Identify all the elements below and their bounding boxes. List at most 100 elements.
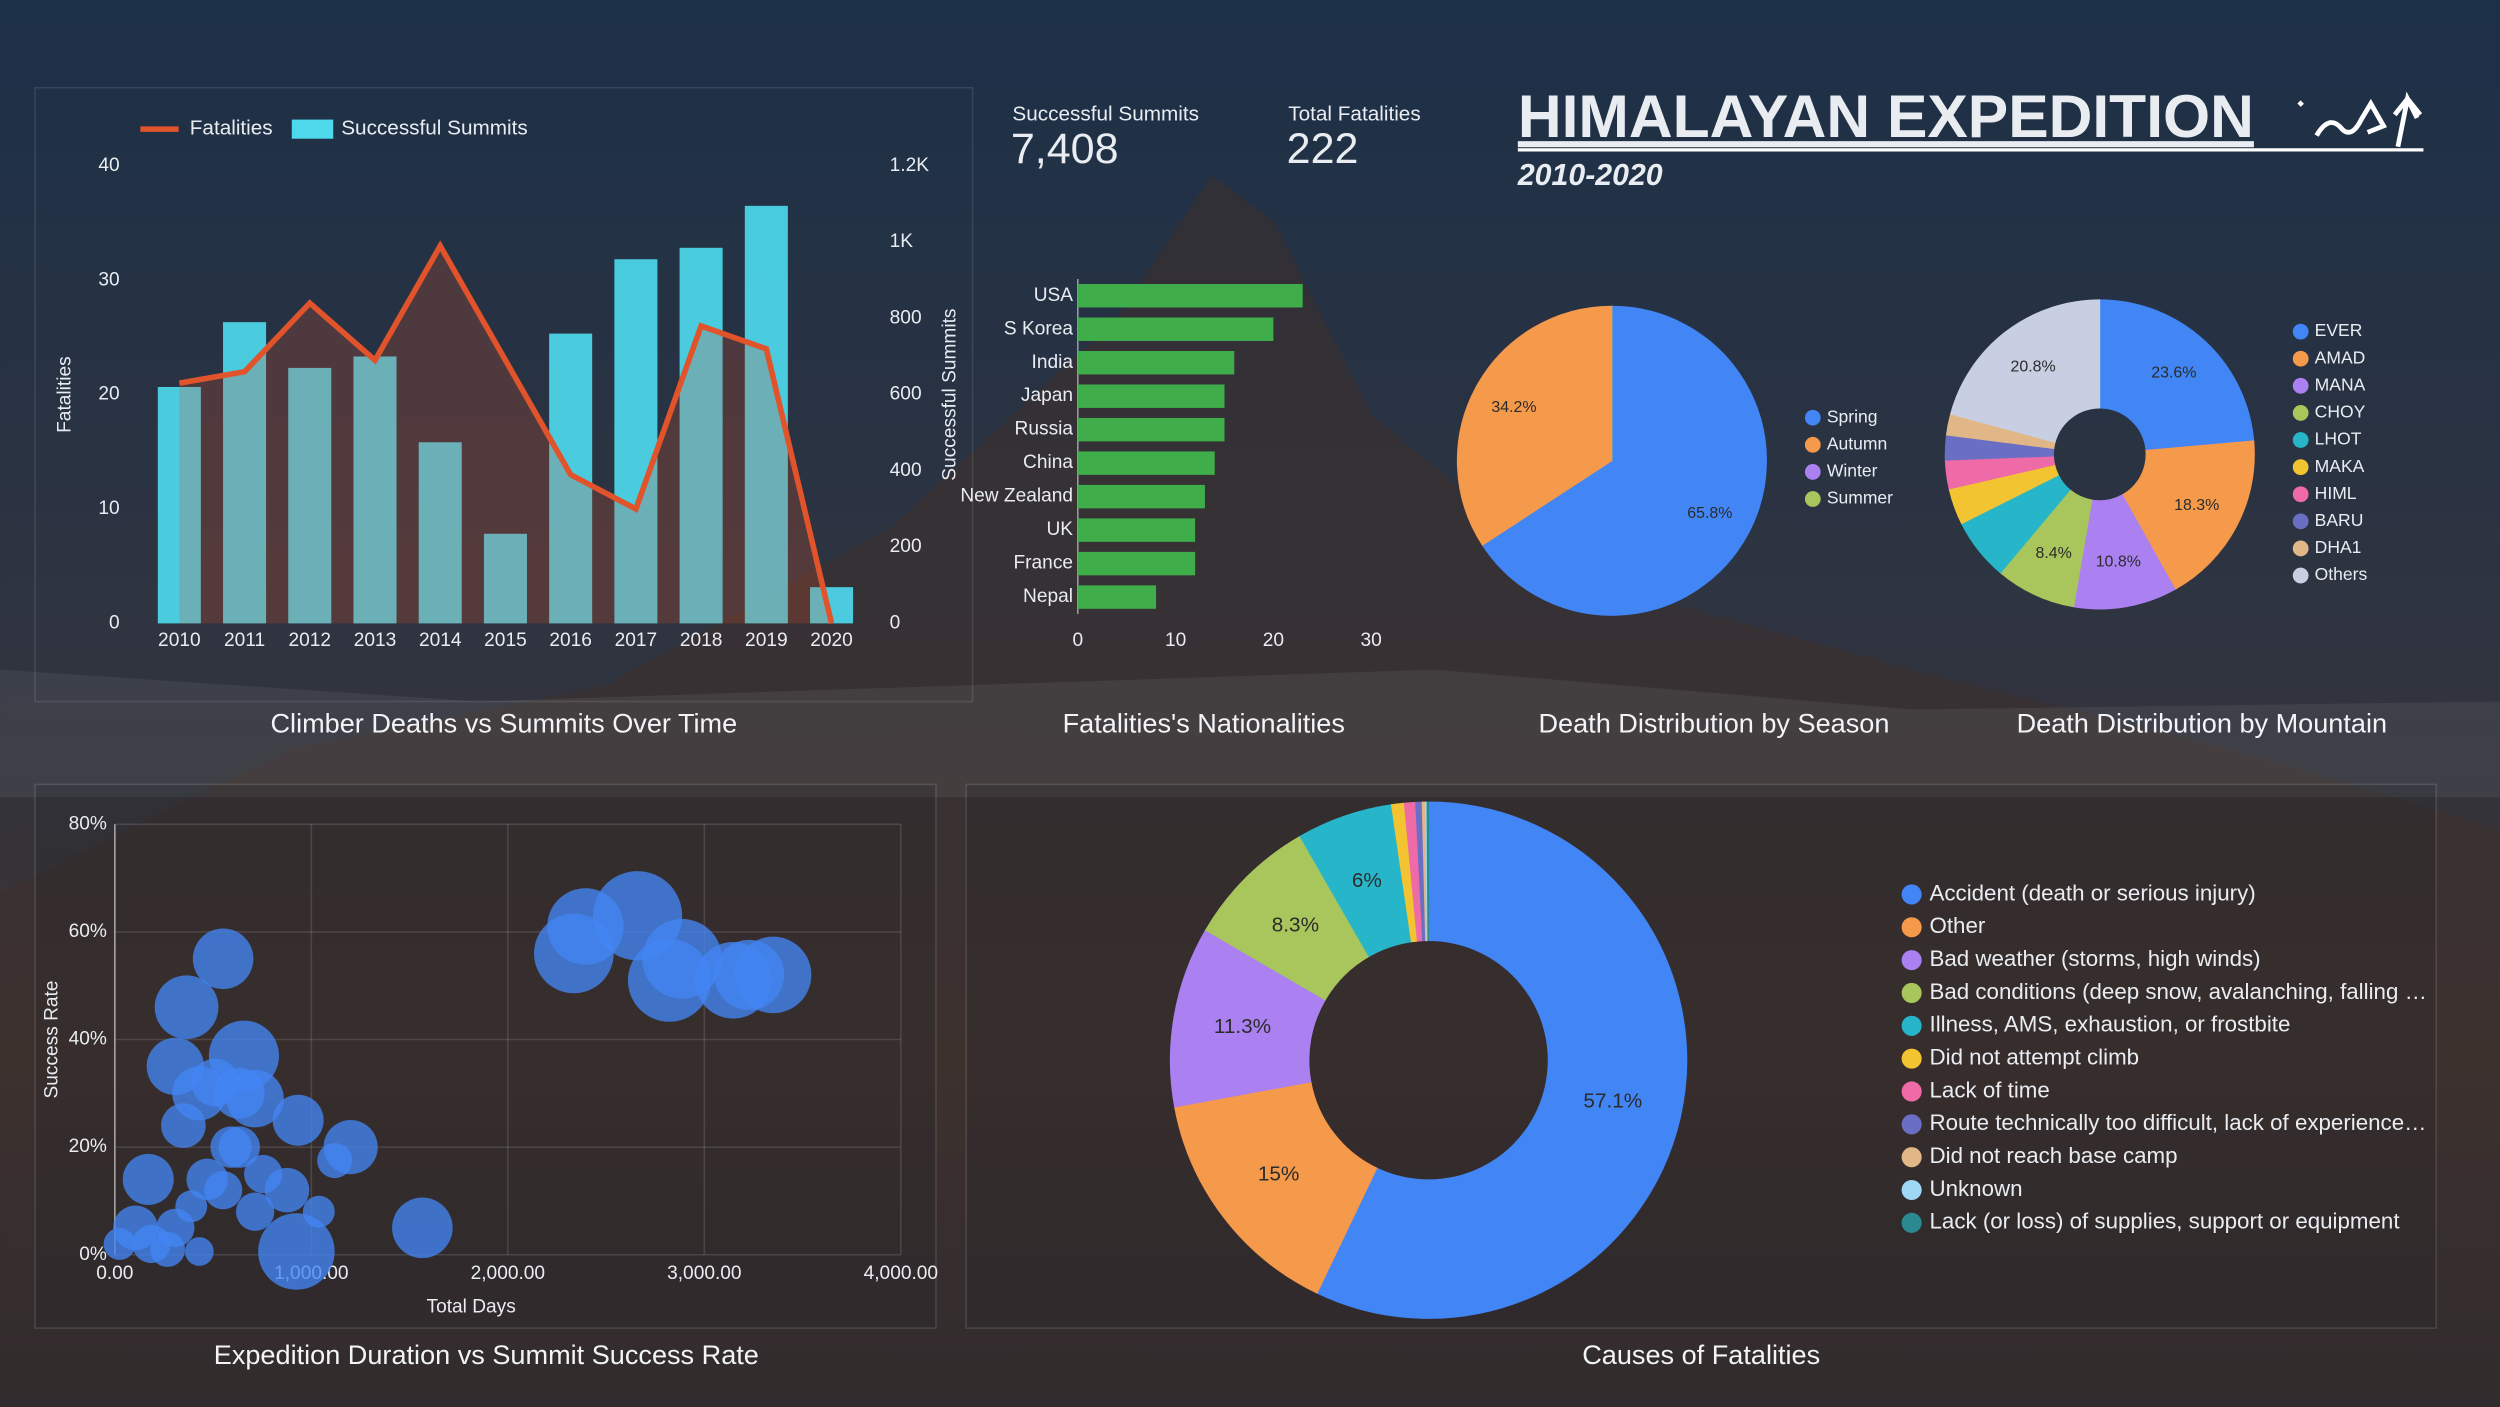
legend-label: Lack (or loss) of supplies, support or e…	[1930, 1209, 2401, 1234]
bubble	[272, 1094, 324, 1146]
mountain-icon	[2297, 91, 2423, 148]
legend-label: DHA1	[2315, 537, 2362, 557]
bubble	[236, 1192, 275, 1231]
slice-label: 10.8%	[2096, 554, 2141, 571]
chart-title: Climber Deaths vs Summits Over Time	[270, 708, 737, 739]
y-tick-label: 40	[98, 155, 119, 176]
legend-swatch	[1901, 917, 1922, 938]
x-tick-label: 2011	[224, 630, 265, 651]
legend-swatch	[2292, 405, 2309, 421]
mountain-silhouette	[0, 175, 2500, 1407]
slice-label: 23.6%	[2151, 365, 2196, 382]
x-axis-label: Total Days	[427, 1296, 516, 1317]
y-tick-label: 60%	[69, 921, 107, 942]
y2-tick-label: 400	[890, 460, 922, 481]
bar	[353, 356, 397, 624]
y-tick-label: 20	[98, 384, 119, 405]
chart-title: Death Distribution by Season	[1538, 708, 1889, 739]
legend-swatch	[2292, 432, 2309, 448]
bubble	[258, 1213, 335, 1290]
x-tick-label: 2012	[289, 630, 332, 651]
bar	[1077, 317, 1274, 341]
legend-label: Successful Summits	[341, 117, 528, 140]
slice-label: 11.3%	[1214, 1015, 1271, 1038]
legend-label: Others	[2315, 564, 2368, 584]
dashboard-title: HIMALAYAN EXPEDITION	[1518, 82, 2254, 150]
bar	[1077, 451, 1215, 475]
legend-label: HIML	[2315, 483, 2357, 503]
slice-label: 20.8%	[2010, 358, 2055, 375]
bar	[1077, 585, 1157, 609]
legend-label: Bad weather (storms, high winds)	[1930, 946, 2261, 971]
kpi-label: Successful Summits	[1012, 102, 1199, 125]
x-tick-label: 2020	[810, 630, 853, 651]
legend-swatch	[2292, 567, 2309, 584]
y-tick-label: 20%	[69, 1136, 107, 1157]
bar	[483, 533, 527, 624]
y-tick-label: 40%	[69, 1029, 107, 1050]
x-tick-label: 2,000.00	[471, 1263, 545, 1284]
legend-swatch	[2292, 540, 2309, 557]
slice-label: 6%	[1352, 869, 1382, 892]
pie-slice	[1316, 801, 1688, 1319]
y2-tick-label: 0	[890, 612, 901, 633]
bar	[1077, 350, 1235, 375]
legend-swatch	[2292, 323, 2309, 340]
line	[178, 240, 835, 625]
kpi-label: Total Fatalities	[1288, 102, 1420, 125]
pie-slice	[1426, 801, 1429, 942]
legend-label: AMAD	[2315, 347, 2366, 367]
pie-slice	[1456, 305, 1613, 546]
legend-label: MANA	[2315, 374, 2366, 394]
legend-label: EVER	[2315, 320, 2363, 340]
slice-label: 8.3%	[1272, 914, 1319, 937]
x-tick-label: 2010	[158, 630, 201, 651]
bar	[1077, 484, 1205, 509]
legend-swatch	[2292, 459, 2309, 476]
legend-swatch	[2292, 350, 2309, 367]
pie-slice	[2073, 494, 2176, 610]
bar	[418, 442, 462, 624]
kpi-value: 222	[1287, 125, 1359, 173]
bar	[1077, 284, 1303, 308]
pie-slice	[2121, 440, 2255, 590]
slice-label: 57.1%	[1583, 1089, 1642, 1112]
legend-label: Other	[1930, 913, 1986, 938]
bubble	[103, 1228, 136, 1260]
y-tick-label: UK	[1046, 519, 1073, 540]
x-tick-label: 30	[1361, 630, 1382, 651]
kpi-value: 7,408	[1011, 125, 1119, 173]
y-tick-label: India	[1032, 352, 1074, 373]
legend-label: Summer	[1827, 488, 1893, 508]
y-tick-label: 0%	[79, 1244, 107, 1265]
y-tick-label: China	[1023, 452, 1073, 473]
y2-tick-label: 600	[890, 384, 922, 405]
slice-label: 65.8%	[1687, 505, 1732, 522]
legend-swatch	[1804, 436, 1821, 453]
bubble	[122, 1153, 174, 1205]
x-tick-label: 2017	[615, 630, 658, 651]
legend-swatch	[1901, 982, 1922, 1003]
chart-title: Expedition Duration vs Summit Success Ra…	[214, 1339, 759, 1370]
x-tick-label: 0.00	[96, 1263, 133, 1284]
x-tick-label: 2018	[680, 630, 723, 651]
bar	[614, 259, 658, 624]
slice-label: 34.2%	[1491, 399, 1536, 416]
y-tick-label: 0	[109, 612, 120, 633]
slice-label: 18.3%	[2174, 497, 2219, 514]
bubble	[226, 1069, 284, 1128]
x-tick-label: 0	[1072, 630, 1083, 651]
x-tick-label: 2014	[419, 630, 462, 651]
legend-swatch	[1901, 1048, 1922, 1069]
chart-title: Death Distribution by Mountain	[2017, 708, 2387, 739]
y-tick-label: 80%	[69, 813, 107, 834]
x-tick-label: 10	[1165, 630, 1186, 651]
legend-swatch	[1804, 464, 1821, 480]
legend-label: Unknown	[1930, 1176, 2023, 1201]
dashboard-subtitle: 2010-2020	[1517, 159, 1663, 192]
x-tick-label: 20	[1263, 630, 1284, 651]
y-tick-label: S Korea	[1004, 318, 1073, 339]
legend-swatch	[1901, 1081, 1922, 1102]
pie-slice	[2099, 299, 2255, 451]
